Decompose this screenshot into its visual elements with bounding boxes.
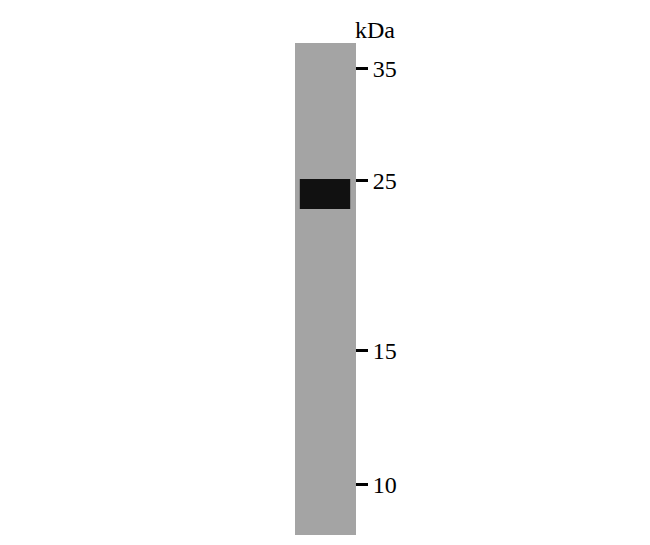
svg-text:35: 35	[373, 56, 397, 82]
svg-text:25: 25	[373, 168, 397, 194]
svg-text:15: 15	[373, 338, 397, 364]
svg-text:kDa: kDa	[355, 17, 395, 43]
svg-text:10: 10	[373, 472, 397, 498]
